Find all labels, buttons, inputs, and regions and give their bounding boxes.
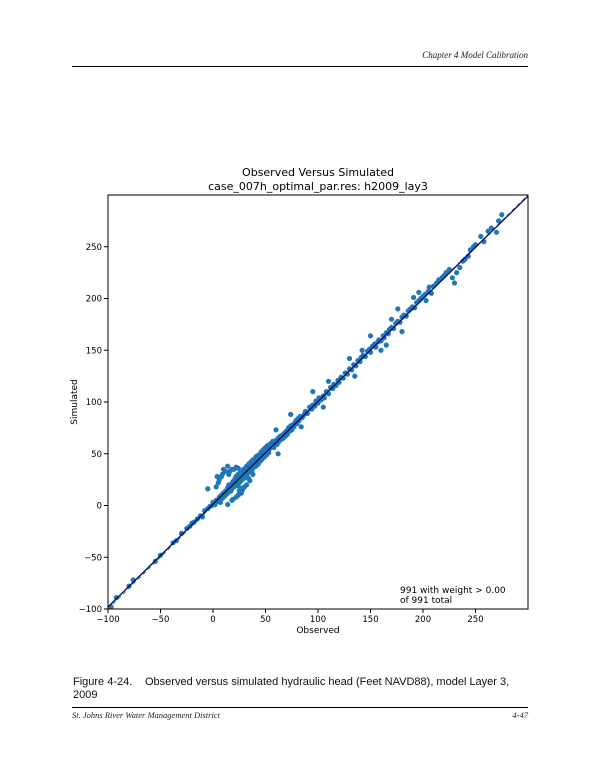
chart-title: Observed Versus Simulated (242, 166, 394, 179)
data-point (250, 471, 256, 477)
data-point (330, 385, 336, 392)
x-axis-ticks: −100 −50 0 50 100 150 200 250 (96, 609, 484, 625)
data-point (344, 371, 350, 377)
data-point (388, 316, 395, 322)
data-point (349, 367, 355, 373)
data-point (304, 410, 311, 416)
data-point (244, 482, 250, 488)
data-point (411, 294, 417, 301)
data-point (359, 347, 365, 353)
data-point (225, 463, 231, 469)
data-point (205, 486, 211, 492)
x-tick-label: 100 (310, 615, 326, 625)
data-point (219, 471, 225, 477)
data-point (385, 331, 391, 337)
data-point (352, 373, 358, 379)
x-tick-label: 50 (260, 615, 271, 625)
scatter-chart: Observed Versus Simulated case_007h_opti… (70, 166, 529, 636)
data-point (288, 411, 294, 417)
figure-caption: Figure 4-24. Observed versus simulated hy… (73, 676, 523, 702)
data-point (320, 404, 326, 410)
data-point (397, 319, 403, 325)
data-point (340, 375, 346, 381)
data-point (457, 264, 463, 271)
data-point (449, 275, 455, 281)
plot-area (108, 195, 528, 609)
data-point (353, 363, 359, 369)
data-point (226, 471, 232, 477)
data-point (383, 342, 389, 348)
y-axis-ticks: −100 −50 0 50 100 150 200 250 (79, 243, 108, 615)
data-point (499, 212, 505, 218)
footer-organization: St. Johns River Water Management Distric… (72, 710, 220, 720)
x-tick-label: −50 (152, 615, 170, 625)
data-point (230, 496, 236, 502)
caption-text: Observed versus simulated hydraulic head… (73, 676, 510, 701)
data-point (312, 403, 318, 409)
data-point (357, 359, 363, 365)
data-point (454, 270, 460, 276)
data-point (496, 218, 502, 224)
y-tick-label: −50 (84, 553, 102, 563)
page-number: 4-47 (512, 710, 528, 720)
data-point (291, 424, 297, 430)
data-point (273, 427, 279, 433)
data-point (214, 473, 220, 480)
data-point (367, 333, 374, 339)
data-point (113, 595, 119, 601)
data-point (426, 284, 432, 290)
y-tick-label: −100 (79, 605, 102, 615)
y-tick-label: 250 (86, 243, 102, 253)
annotation-line-2: of 991 total (400, 596, 452, 606)
y-tick-label: 50 (91, 450, 102, 460)
x-tick-label: 0 (210, 615, 215, 625)
data-point (310, 389, 316, 395)
data-point (325, 378, 332, 384)
y-tick-label: 200 (86, 295, 102, 305)
footer-rule (72, 707, 528, 708)
y-tick-label: 150 (86, 346, 102, 356)
x-tick-label: −100 (96, 615, 119, 625)
data-point (362, 353, 368, 360)
x-tick-label: 150 (362, 615, 378, 625)
data-point (213, 484, 219, 490)
annotation-line-1: 991 with weight > 0.00 (400, 586, 506, 596)
data-point (446, 266, 452, 273)
data-point (391, 325, 397, 332)
data-point (237, 485, 243, 491)
data-point (478, 233, 484, 239)
y-axis-label: Simulated (70, 379, 80, 424)
data-point (225, 501, 231, 508)
data-point (493, 229, 500, 235)
data-point (235, 492, 241, 498)
data-point (423, 298, 429, 304)
x-axis-label: Observed (296, 626, 339, 636)
data-point (235, 465, 241, 471)
fit-line (108, 195, 528, 608)
data-point (275, 451, 281, 457)
y-tick-label: 0 (97, 502, 102, 512)
data-point (399, 329, 405, 335)
data-point (336, 379, 342, 385)
header-rule (72, 66, 528, 67)
x-tick-label: 250 (467, 615, 483, 625)
data-point (223, 468, 229, 474)
x-tick-label: 200 (415, 615, 431, 625)
data-point (451, 280, 458, 286)
data-point (217, 499, 223, 505)
data-point (246, 476, 252, 482)
caption-number: Figure 4-24. (73, 676, 133, 688)
data-point (298, 424, 304, 430)
page-header: Chapter 4 Model Calibration (422, 50, 528, 60)
data-point (416, 289, 422, 295)
data-point (381, 335, 387, 341)
data-point (346, 355, 353, 362)
chart-subtitle: case_007h_optimal_par.res: h2009_lay3 (208, 180, 428, 193)
data-point (395, 306, 401, 312)
data-point (378, 347, 384, 353)
y-tick-label: 100 (86, 398, 102, 408)
